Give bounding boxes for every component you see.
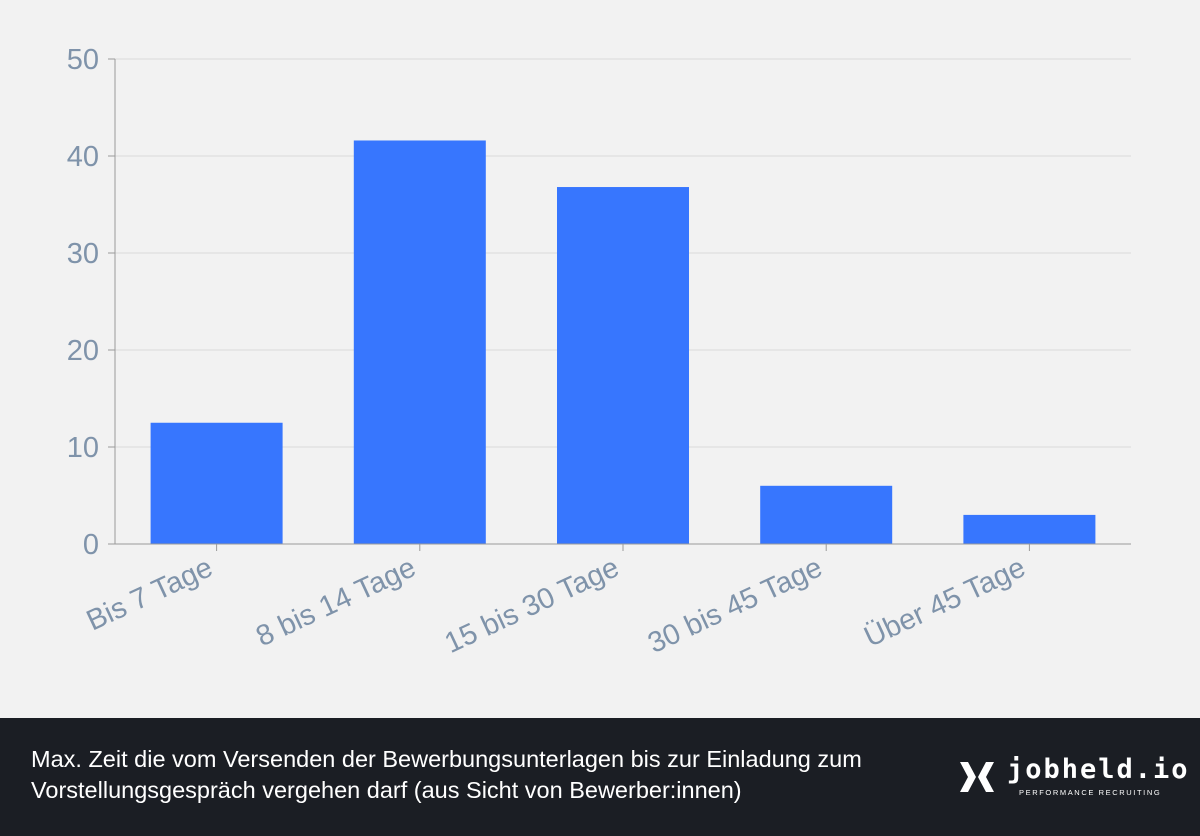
bar: [963, 514, 1096, 544]
y-tick-label: 30: [67, 238, 99, 270]
x-tick-label: 30 bis 45 Tage: [643, 551, 827, 660]
y-tick-label: 0: [83, 529, 99, 561]
jobheld-logo-icon: [960, 762, 994, 792]
brand-tagline: PERFORMANCE RECRUITING: [1019, 788, 1162, 797]
y-tick-label: 10: [67, 432, 99, 464]
x-tick-label: Bis 7 Tage: [82, 551, 218, 637]
footer: Max. Zeit die vom Versenden der Bewerbun…: [0, 718, 1200, 836]
brand-logo: jobheld.io PERFORMANCE RECRUITING: [958, 754, 1188, 808]
x-tick-label: Über 45 Tage: [860, 551, 1031, 653]
chart-caption: Max. Zeit die vom Versenden der Bewerbun…: [31, 746, 862, 803]
x-tick-label: 8 bis 14 Tage: [251, 551, 420, 653]
bar: [150, 422, 283, 544]
y-tick-label: 40: [67, 141, 99, 173]
x-tick-label: 15 bis 30 Tage: [440, 551, 624, 660]
bar: [353, 140, 486, 545]
bar: [557, 187, 689, 545]
bar: [760, 485, 893, 544]
y-tick-label: 50: [67, 44, 99, 76]
bar-chart: 0 10 20 30 40 50 Bis 7 Tage 8 bis 14 Tage 15 bis…: [67, 44, 1131, 660]
y-tick-label: 20: [67, 335, 99, 367]
brand-name: jobheld.io: [1007, 754, 1190, 785]
